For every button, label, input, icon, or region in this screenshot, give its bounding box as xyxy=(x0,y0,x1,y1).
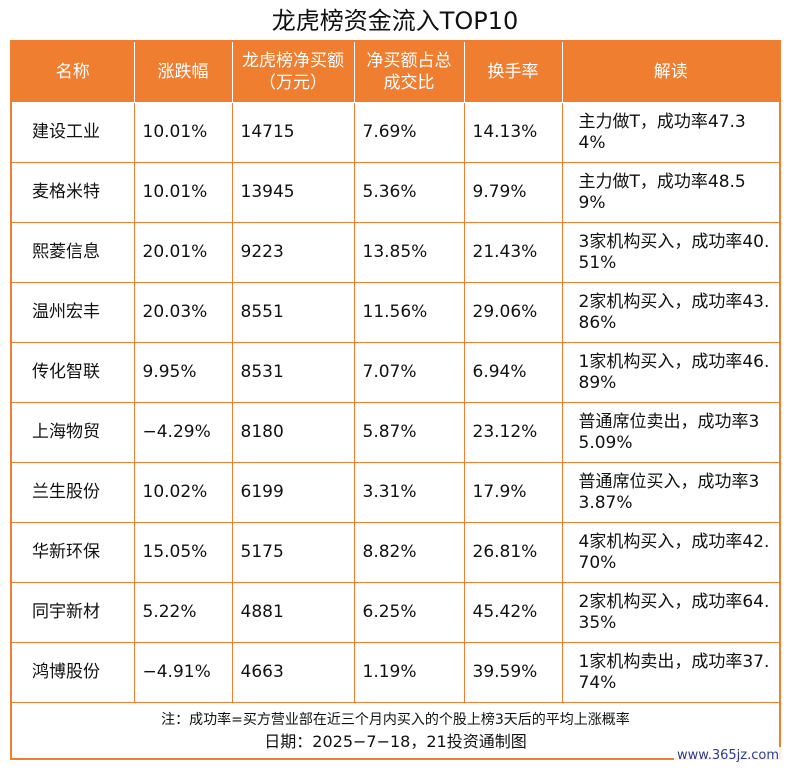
cell-name: 上海物贸 xyxy=(12,402,135,463)
cell-interpretation: 2家机构买入，成功率43.86% xyxy=(561,282,779,343)
table-row: 麦格米特 10.01% 13945 5.36% 9.79% 主力做T，成功率48… xyxy=(12,162,779,223)
cell-net-buy: 13945 xyxy=(231,162,355,223)
cell-interpretation: 主力做T，成功率48.59% xyxy=(561,162,779,223)
cell-change: 20.03% xyxy=(133,282,233,343)
date-credit: 日期：2025−7−18，21投资通制图 xyxy=(264,732,527,751)
cell-turnover: 6.94% xyxy=(463,342,563,403)
table-row: 传化智联 9.95% 8531 7.07% 6.94% 1家机构买入，成功率46… xyxy=(12,342,779,403)
table-row: 上海物贸 −4.29% 8180 5.87% 23.12% 普通席位卖出，成功率… xyxy=(12,402,779,463)
cell-interpretation: 4家机构买入，成功率42.70% xyxy=(561,522,779,583)
cell-net-buy: 14715 xyxy=(231,102,355,163)
cell-net-buy: 6199 xyxy=(231,462,355,523)
header-turnover: 换手率 xyxy=(463,42,563,103)
watermark: www.365jz.com xyxy=(674,747,782,764)
cell-ratio: 3.31% xyxy=(353,462,465,523)
table-row: 建设工业 10.01% 14715 7.69% 14.13% 主力做T，成功率4… xyxy=(12,102,779,163)
page-title: 龙虎榜资金流入TOP10 xyxy=(271,7,519,35)
cell-turnover: 29.06% xyxy=(463,282,563,343)
cell-turnover: 21.43% xyxy=(463,222,563,283)
cell-interpretation: 3家机构买入，成功率40.51% xyxy=(561,222,779,283)
cell-turnover: 39.59% xyxy=(463,642,563,703)
cell-change: 10.01% xyxy=(133,162,233,223)
header-change: 涨跌幅 xyxy=(133,42,233,103)
cell-ratio: 11.56% xyxy=(353,282,465,343)
cell-change: 5.22% xyxy=(133,582,233,643)
cell-ratio: 7.07% xyxy=(353,342,465,403)
cell-change: 9.95% xyxy=(133,342,233,403)
table-header-row: 名称 涨跌幅 龙虎榜净买额（万元） 净买额占总成交比 换手率 解读 xyxy=(12,42,779,103)
cell-turnover: 14.13% xyxy=(463,102,563,163)
data-table-frame: 名称 涨跌幅 龙虎榜净买额（万元） 净买额占总成交比 换手率 解读 建设工业 1… xyxy=(10,40,781,760)
header-name: 名称 xyxy=(12,42,135,103)
cell-name: 麦格米特 xyxy=(12,162,135,223)
cell-change: 10.01% xyxy=(133,102,233,163)
cell-change: 20.01% xyxy=(133,222,233,283)
cell-net-buy: 9223 xyxy=(231,222,355,283)
cell-ratio: 1.19% xyxy=(353,642,465,703)
cell-interpretation: 1家机构卖出，成功率37.74% xyxy=(561,642,779,703)
cell-interpretation: 普通席位卖出，成功率35.09% xyxy=(561,402,779,463)
cell-ratio: 6.25% xyxy=(353,582,465,643)
cell-net-buy: 8180 xyxy=(231,402,355,463)
cell-change: −4.29% xyxy=(133,402,233,463)
cell-interpretation: 普通席位买入，成功率33.87% xyxy=(561,462,779,523)
cell-turnover: 26.81% xyxy=(463,522,563,583)
cell-turnover: 23.12% xyxy=(463,402,563,463)
table-row: 同宇新材 5.22% 4881 6.25% 45.42% 2家机构买入，成功率6… xyxy=(12,582,779,643)
header-interpretation: 解读 xyxy=(561,42,779,103)
cell-name: 兰生股份 xyxy=(12,462,135,523)
cell-interpretation: 1家机构买入，成功率46.89% xyxy=(561,342,779,403)
table-row: 鸿博股份 −4.91% 4663 1.19% 39.59% 1家机构卖出，成功率… xyxy=(12,642,779,703)
header-net-buy: 龙虎榜净买额（万元） xyxy=(231,42,355,103)
cell-interpretation: 2家机构买入，成功率64.35% xyxy=(561,582,779,643)
cell-ratio: 8.82% xyxy=(353,522,465,583)
table-footer: 注：成功率=买方营业部在近三个月内买入的个股上榜3天后的平均上涨概率 日期：20… xyxy=(12,703,779,753)
table-row: 温州宏丰 20.03% 8551 11.56% 29.06% 2家机构买入，成功… xyxy=(12,282,779,343)
cell-net-buy: 4663 xyxy=(231,642,355,703)
cell-interpretation: 主力做T，成功率47.34% xyxy=(561,102,779,163)
cell-change: −4.91% xyxy=(133,642,233,703)
cell-net-buy: 8551 xyxy=(231,282,355,343)
table-row: 兰生股份 10.02% 6199 3.31% 17.9% 普通席位买入，成功率3… xyxy=(12,462,779,523)
table-row: 华新环保 15.05% 5175 8.82% 26.81% 4家机构买入，成功率… xyxy=(12,522,779,583)
cell-ratio: 5.36% xyxy=(353,162,465,223)
cell-turnover: 45.42% xyxy=(463,582,563,643)
header-ratio: 净买额占总成交比 xyxy=(353,42,465,103)
cell-name: 同宇新材 xyxy=(12,582,135,643)
cell-name: 建设工业 xyxy=(12,102,135,163)
cell-ratio: 5.87% xyxy=(353,402,465,463)
data-table: 名称 涨跌幅 龙虎榜净买额（万元） 净买额占总成交比 换手率 解读 建设工业 1… xyxy=(12,42,779,703)
cell-net-buy: 8531 xyxy=(231,342,355,403)
cell-name: 华新环保 xyxy=(12,522,135,583)
cell-net-buy: 5175 xyxy=(231,522,355,583)
cell-name: 传化智联 xyxy=(12,342,135,403)
cell-net-buy: 4881 xyxy=(231,582,355,643)
cell-change: 15.05% xyxy=(133,522,233,583)
cell-change: 10.02% xyxy=(133,462,233,523)
cell-name: 鸿博股份 xyxy=(12,642,135,703)
cell-ratio: 7.69% xyxy=(353,102,465,163)
table-row: 熙菱信息 20.01% 9223 13.85% 21.43% 3家机构买入，成功… xyxy=(12,222,779,283)
cell-turnover: 17.9% xyxy=(463,462,563,523)
cell-name: 温州宏丰 xyxy=(12,282,135,343)
footnote: 注：成功率=买方营业部在近三个月内买入的个股上榜3天后的平均上涨概率 xyxy=(161,712,630,728)
cell-name: 熙菱信息 xyxy=(12,222,135,283)
cell-ratio: 13.85% xyxy=(353,222,465,283)
cell-turnover: 9.79% xyxy=(463,162,563,223)
